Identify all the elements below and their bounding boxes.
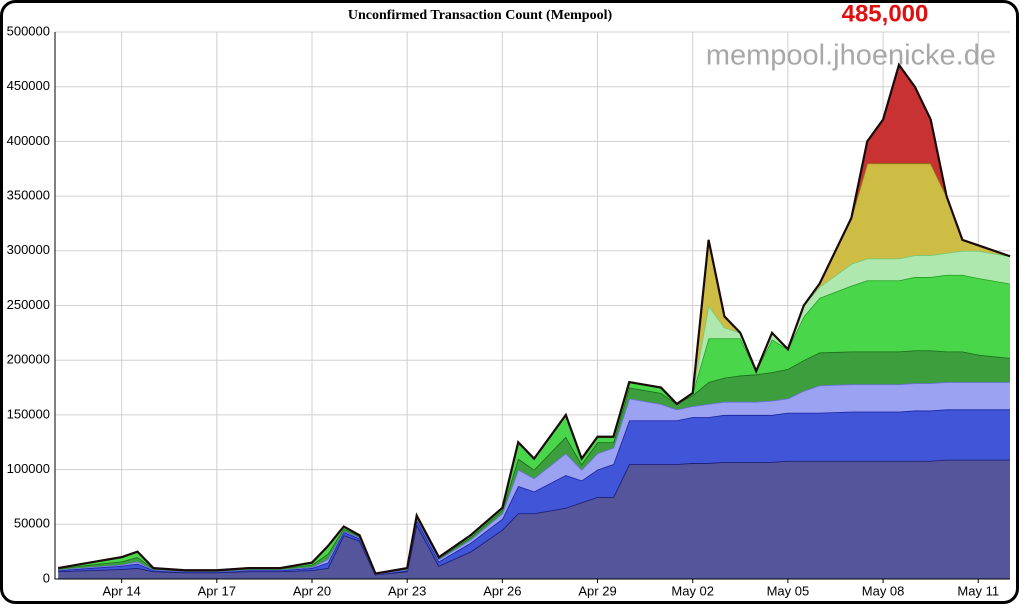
watermark: mempool.jhoenicke.de: [706, 40, 996, 72]
y-tick-label: 100000: [7, 461, 50, 476]
x-tick-label: Apr 23: [388, 583, 426, 598]
area: [58, 274, 1011, 574]
x-tick-label: May 11: [957, 583, 999, 598]
x-tick-label: Apr 26: [483, 583, 521, 598]
area-edge: [57, 62, 1011, 575]
y-tick-label: 150000: [7, 406, 50, 421]
y-tick-label: 450000: [7, 78, 50, 93]
chart-title: Unconfirmed Transaction Count (Mempool): [348, 8, 613, 23]
y-tick-label: 0: [43, 570, 50, 585]
area: [58, 350, 1011, 575]
y-tick-label: 400000: [7, 133, 50, 148]
y-tick-label: 200000: [7, 352, 50, 367]
x-tick-label: Apr 20: [293, 583, 331, 598]
area: [58, 64, 1011, 574]
area: [58, 163, 1011, 574]
x-tick-label: Apr 14: [102, 583, 140, 598]
y-tick-label: 50000: [14, 516, 50, 531]
y-tick-label: 350000: [7, 188, 50, 203]
y-tick-label: 250000: [7, 297, 50, 312]
y-tick-label: 500000: [7, 23, 50, 38]
x-tick-label: Apr 17: [198, 583, 236, 598]
area: [58, 382, 1011, 575]
x-tick-label: May 05: [767, 583, 810, 598]
axes: [54, 32, 1010, 580]
area: [58, 459, 1011, 579]
x-tick-label: May 02: [671, 583, 714, 598]
y-tick-label: 300000: [7, 242, 50, 257]
x-tick-label: Apr 29: [578, 583, 616, 598]
x-tick-label: May 08: [862, 583, 905, 598]
current-count: 485,000: [842, 0, 929, 27]
